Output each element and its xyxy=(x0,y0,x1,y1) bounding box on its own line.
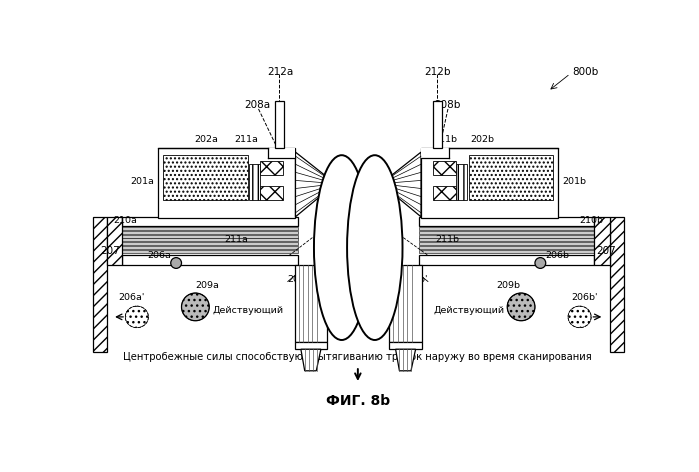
Bar xyxy=(122,242,298,245)
Bar xyxy=(433,101,442,147)
Bar xyxy=(421,147,558,219)
Bar xyxy=(275,101,284,147)
Text: 210b: 210b xyxy=(579,216,604,225)
Ellipse shape xyxy=(535,258,546,269)
Bar xyxy=(295,342,327,349)
Text: ФИГ. 8b: ФИГ. 8b xyxy=(326,394,390,408)
Ellipse shape xyxy=(568,306,591,328)
Text: 206a': 206a' xyxy=(118,293,145,302)
Text: 207: 207 xyxy=(597,246,617,256)
Bar xyxy=(419,217,594,226)
Bar xyxy=(260,186,283,200)
Text: 206a: 206a xyxy=(147,251,171,260)
Bar xyxy=(122,227,298,230)
Text: 212b: 212b xyxy=(424,67,450,76)
Text: Центробежные силы способствуют вытягиванию трубок наружу во время сканирования: Центробежные силы способствуют вытягиван… xyxy=(124,352,592,362)
Text: 211b: 211b xyxy=(433,135,458,143)
Polygon shape xyxy=(381,152,421,217)
Text: 211a: 211a xyxy=(224,236,249,244)
Bar xyxy=(250,164,260,200)
Bar xyxy=(93,217,107,352)
Text: 202a: 202a xyxy=(194,135,218,143)
Bar xyxy=(295,264,327,342)
Text: 211a: 211a xyxy=(234,135,258,143)
Bar xyxy=(421,147,449,158)
Text: 208a: 208a xyxy=(244,100,270,110)
Bar xyxy=(260,161,283,175)
Text: 211b: 211b xyxy=(435,236,460,244)
Text: 207: 207 xyxy=(100,246,120,256)
Text: Действующий: Действующий xyxy=(212,306,284,315)
Bar xyxy=(419,250,594,253)
Bar xyxy=(594,217,610,264)
Bar xyxy=(122,250,298,253)
Bar xyxy=(122,235,298,237)
Bar xyxy=(389,342,421,349)
Bar xyxy=(107,217,122,264)
Bar xyxy=(159,147,296,219)
Bar xyxy=(469,155,554,200)
Bar xyxy=(163,155,247,200)
Bar xyxy=(433,186,456,200)
Bar xyxy=(419,254,594,264)
Text: 208b: 208b xyxy=(434,100,461,110)
Bar xyxy=(122,238,298,242)
Polygon shape xyxy=(396,349,416,371)
Bar xyxy=(268,147,296,158)
Polygon shape xyxy=(296,152,336,217)
Bar xyxy=(419,227,594,230)
Text: 209b: 209b xyxy=(496,281,520,290)
Text: 210a: 210a xyxy=(113,216,137,225)
Bar xyxy=(433,161,456,175)
Bar xyxy=(610,217,624,352)
Text: Действующий: Действующий xyxy=(434,306,505,315)
Bar xyxy=(122,217,298,226)
Bar xyxy=(419,231,594,234)
Text: 201b: 201b xyxy=(562,177,586,186)
Bar xyxy=(389,264,421,342)
Text: 212a: 212a xyxy=(267,67,293,76)
Ellipse shape xyxy=(182,293,209,321)
Ellipse shape xyxy=(507,293,535,321)
Text: 204b': 204b' xyxy=(401,276,428,285)
Text: 201a: 201a xyxy=(131,177,154,186)
Bar xyxy=(419,246,594,249)
Ellipse shape xyxy=(314,155,369,340)
Bar xyxy=(122,254,298,264)
Text: 209a: 209a xyxy=(196,281,219,290)
Polygon shape xyxy=(301,349,321,371)
Bar xyxy=(122,231,298,234)
Text: 206b: 206b xyxy=(545,251,569,260)
Bar xyxy=(419,242,594,245)
Ellipse shape xyxy=(171,258,182,269)
Text: 800b: 800b xyxy=(572,67,599,77)
Ellipse shape xyxy=(347,155,403,340)
Text: 206b': 206b' xyxy=(572,293,598,302)
Text: 204a': 204a' xyxy=(288,276,314,285)
Ellipse shape xyxy=(125,306,148,328)
Bar xyxy=(122,246,298,249)
Bar xyxy=(419,238,594,242)
Bar xyxy=(456,164,467,200)
Bar xyxy=(419,235,594,237)
Text: 202b: 202b xyxy=(470,135,493,143)
